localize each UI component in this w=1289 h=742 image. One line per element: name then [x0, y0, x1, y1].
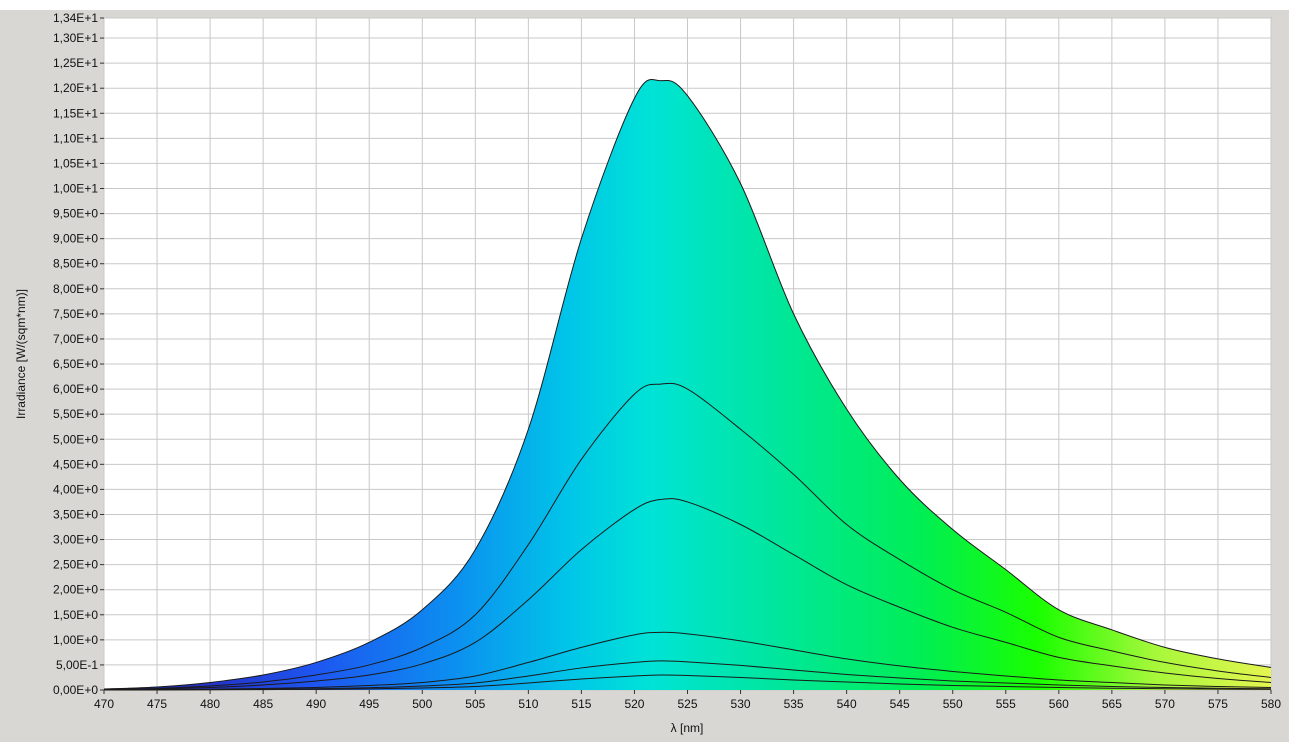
y-tick-label: 1,20E+1 [53, 81, 98, 95]
x-tick-label: 570 [1155, 697, 1175, 711]
spectrum-area [104, 79, 1271, 690]
x-tick-label: 470 [94, 697, 114, 711]
y-tick-label: 1,00E+0 [53, 633, 98, 647]
x-tick-label: 580 [1261, 697, 1281, 711]
y-tick-label: 0,00E+0 [53, 683, 98, 697]
x-tick-label: 535 [784, 697, 804, 711]
series-line-3 [103, 498, 1272, 691]
x-tick-label: 500 [412, 697, 432, 711]
series-lines [103, 78, 1272, 691]
y-tick-label: 1,50E+0 [53, 608, 98, 622]
y-tick-label: 2,00E+0 [53, 583, 98, 597]
x-tick-label: 505 [465, 697, 485, 711]
y-tick-label: 1,00E+1 [53, 182, 98, 196]
y-tick-label: 9,50E+0 [53, 207, 98, 221]
x-tick-label: 575 [1208, 697, 1228, 711]
series-line-1 [103, 78, 1272, 690]
y-tick-label: 9,00E+0 [53, 232, 98, 246]
y-tick-label: 2,50E+0 [53, 558, 98, 572]
y-tick-label: 1,34E+1 [53, 11, 98, 25]
x-tick-label: 565 [1102, 697, 1122, 711]
y-tick-label: 1,30E+1 [53, 31, 98, 45]
y-tick-label: 1,10E+1 [53, 131, 98, 145]
series-line-6 [103, 674, 1272, 691]
x-tick-label: 525 [677, 697, 697, 711]
y-tick-label: 5,00E+0 [53, 432, 98, 446]
x-tick-label: 540 [837, 697, 857, 711]
y-tick-label: 8,00E+0 [53, 282, 98, 296]
x-tick-label: 485 [253, 697, 273, 711]
y-tick-label: 3,50E+0 [53, 507, 98, 521]
x-tick-label: 480 [200, 697, 220, 711]
y-tick-label: 5,50E+0 [53, 407, 98, 421]
y-tick-label: 5,00E-1 [56, 658, 98, 672]
y-tick-label: 4,50E+0 [53, 457, 98, 471]
y-axis-label: Irradiance [W/(sqm*nm)] [14, 289, 28, 419]
y-tick-label: 1,05E+1 [53, 156, 98, 170]
x-tick-label: 555 [996, 697, 1016, 711]
x-tick-label: 475 [147, 697, 167, 711]
x-tick-label: 520 [624, 697, 644, 711]
x-tick-label: 530 [731, 697, 751, 711]
title-strip [0, 0, 1289, 10]
y-ticks: 0,00E+0 5,00E-1 1,00E+0 1,50E+0 2,00E+0 2,50E… [53, 11, 104, 697]
y-tick-label: 4,00E+0 [53, 482, 98, 496]
x-axis-label: λ [nm] [671, 721, 704, 735]
x-tick-label: 515 [571, 697, 591, 711]
x-tick-label: 510 [518, 697, 538, 711]
x-tick-label: 560 [1049, 697, 1069, 711]
y-tick-label: 7,50E+0 [53, 307, 98, 321]
y-tick-label: 6,50E+0 [53, 357, 98, 371]
x-tick-label: 545 [890, 697, 910, 711]
x-ticks: 470 475 480 485 490 495 500 505 510 515 520 525 530 5… [94, 690, 1281, 711]
grid [103, 17, 1272, 691]
x-tick-label: 550 [943, 697, 963, 711]
x-tick-label: 495 [359, 697, 379, 711]
y-tick-label: 1,25E+1 [53, 56, 98, 70]
areas [104, 79, 1271, 690]
y-tick-label: 7,00E+0 [53, 332, 98, 346]
y-tick-label: 6,00E+0 [53, 382, 98, 396]
x-tick-label: 490 [306, 697, 326, 711]
series-line-2 [103, 382, 1272, 690]
y-tick-label: 8,50E+0 [53, 257, 98, 271]
y-tick-label: 1,15E+1 [53, 106, 98, 120]
y-tick-label: 3,00E+0 [53, 533, 98, 547]
series-line-4 [103, 631, 1272, 691]
series-line-5 [103, 660, 1272, 691]
